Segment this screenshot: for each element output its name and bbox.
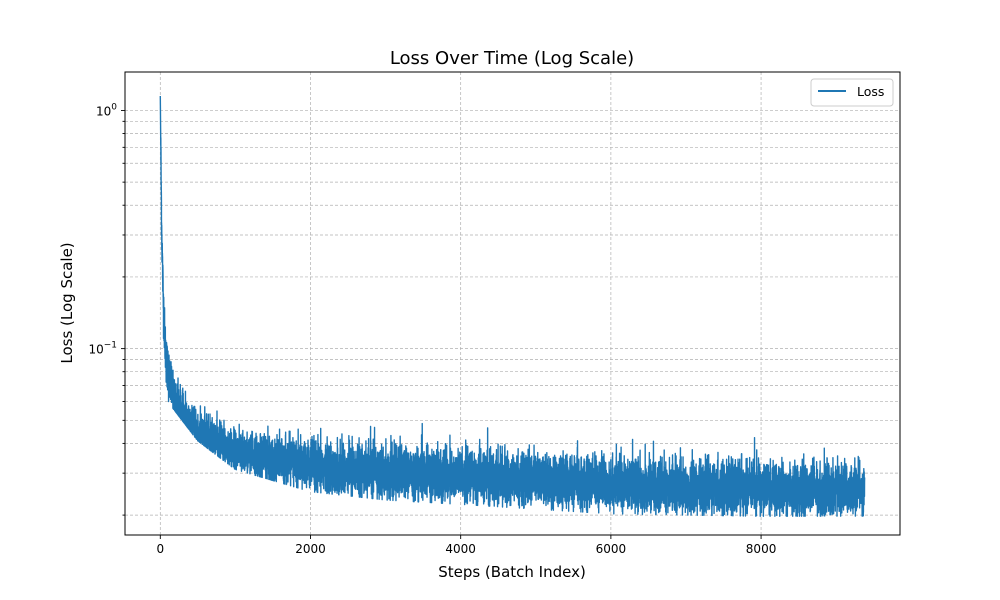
x-tick-label: 8000 xyxy=(746,542,777,556)
loss-series-line xyxy=(159,95,866,517)
chart-title: Loss Over Time (Log Scale) xyxy=(390,48,634,69)
grid-lines xyxy=(125,72,900,535)
x-tick-label: 0 xyxy=(156,542,164,556)
axes-frame xyxy=(124,71,901,536)
y-tick-label: 100 xyxy=(96,102,117,118)
x-tick-label: 6000 xyxy=(596,542,627,556)
legend-box xyxy=(810,78,894,107)
x-tick-label: 2000 xyxy=(295,542,326,556)
x-tick-label: 4000 xyxy=(445,542,476,556)
legend: Loss xyxy=(810,78,894,107)
x-axis-ticks: 0 2000 4000 6000 8000 xyxy=(156,535,776,556)
y-tick-label: 10−1 xyxy=(88,341,117,357)
x-axis-label: Steps (Batch Index) xyxy=(438,563,586,581)
y-axis-ticks: 10−1 100 xyxy=(88,102,125,516)
legend-label-loss: Loss xyxy=(857,84,884,99)
y-axis-label: Loss (Log Scale) xyxy=(58,242,76,363)
plot-area xyxy=(159,95,866,517)
